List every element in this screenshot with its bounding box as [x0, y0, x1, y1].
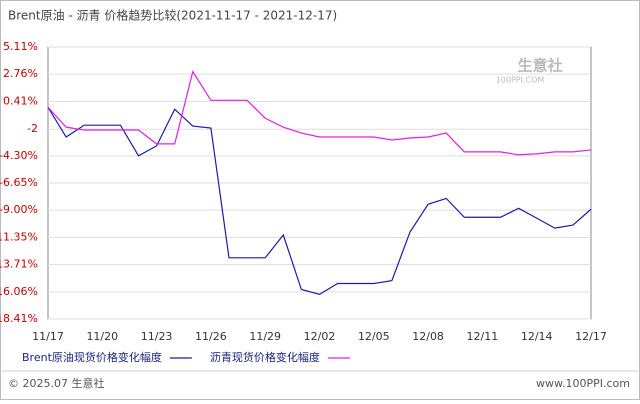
legend-label: Brent原油现货价格变化幅度: [22, 350, 162, 364]
watermark-sub: 100PPI.COM: [496, 76, 545, 85]
x-tick-label: 11/20: [86, 330, 118, 343]
chart-title: Brent原油 - 沥青 价格趋势比较(2021-11-17 - 2021-12…: [8, 8, 337, 23]
y-tick-label: -4.30%: [0, 149, 38, 162]
x-tick-label: 11/23: [141, 330, 173, 343]
x-tick-label: 12/17: [575, 330, 607, 343]
x-tick-label: 12/08: [412, 330, 444, 343]
y-tick-label: 2.76%: [3, 67, 38, 80]
x-tick-label: 12/11: [467, 330, 499, 343]
x-tick-label: 11/17: [32, 330, 64, 343]
series-line: [47, 70, 592, 156]
y-tick-label: -13.71%: [0, 258, 38, 271]
y-tick-label: -2: [27, 122, 38, 135]
y-tick-label: -6.65%: [0, 176, 38, 189]
y-tick-label: 0.41%: [3, 94, 38, 107]
footer-left: © 2025.07 生意社: [8, 376, 104, 390]
footer-right: www.100PPI.com: [536, 377, 630, 390]
y-tick-label: -9.00%: [0, 203, 38, 216]
x-tick-label: 11/29: [249, 330, 281, 343]
y-tick-label: -16.06%: [0, 285, 38, 298]
x-tick-label: 12/05: [358, 330, 390, 343]
y-tick-label: -11.35%: [0, 230, 38, 243]
y-tick-label: 5.11%: [3, 40, 38, 53]
x-tick-label: 12/14: [521, 330, 553, 343]
series-line: [47, 106, 592, 296]
y-tick-label: -18.41%: [0, 312, 38, 325]
watermark: 生意社: [517, 57, 562, 75]
legend-label: 沥青现货价格变化幅度: [210, 350, 320, 364]
x-tick-label: 12/02: [304, 330, 336, 343]
x-tick-label: 11/26: [195, 330, 227, 343]
